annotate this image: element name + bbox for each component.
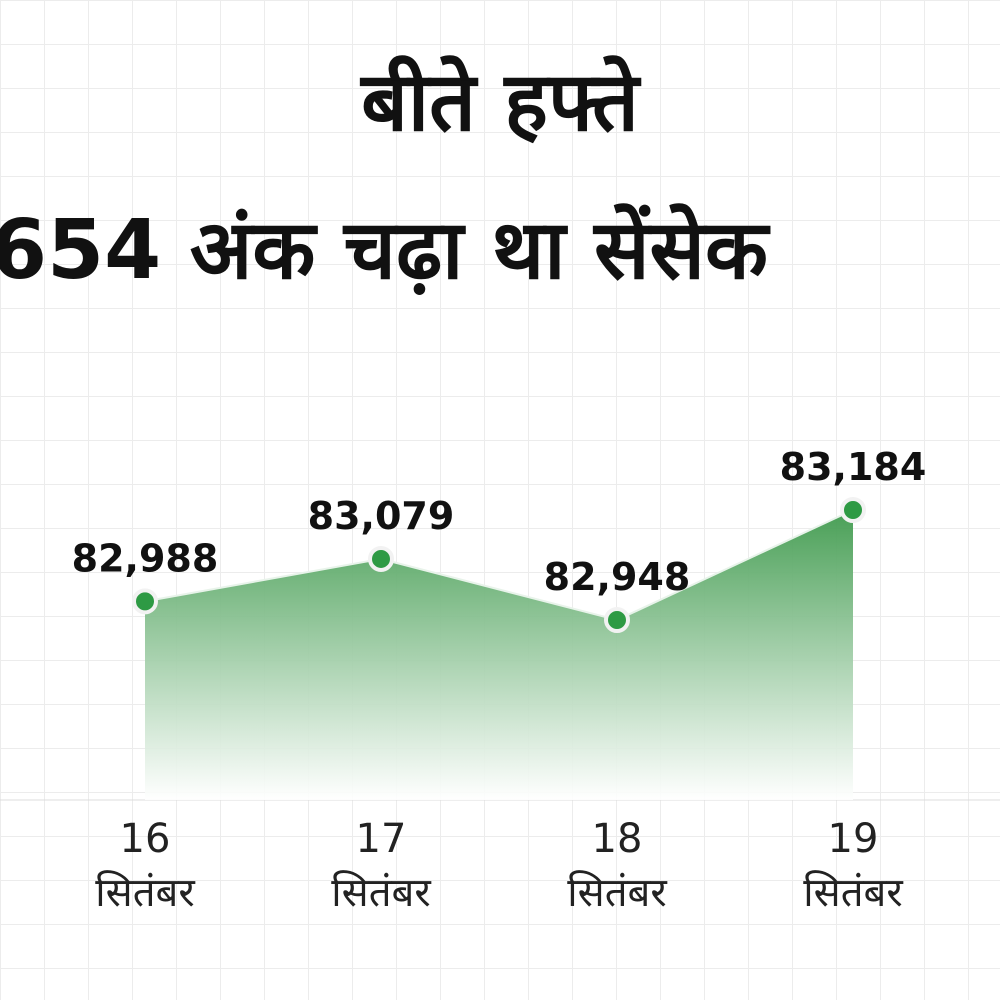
data-label: 82,988 — [72, 536, 219, 580]
point — [604, 607, 630, 633]
point — [132, 588, 158, 615]
chart-subtitle: 654 अंक चढ़ा था सेंसेक — [0, 203, 771, 298]
data-label: 83,184 — [780, 445, 927, 489]
x-tick-label: 16 सितंबर — [95, 816, 195, 916]
x-tick-label: 18 सितंबर — [567, 816, 667, 916]
line — [144, 509, 854, 622]
x-tick-label: 17 सितंबर — [331, 816, 431, 916]
data-label: 82,948 — [544, 555, 691, 599]
chart-title: बीते हफ्ते — [359, 55, 642, 150]
area — [145, 510, 853, 800]
x-tick-label: 19 सितंबर — [803, 816, 903, 916]
data-label: 83,079 — [308, 494, 455, 538]
point — [368, 545, 394, 572]
point — [840, 497, 866, 523]
